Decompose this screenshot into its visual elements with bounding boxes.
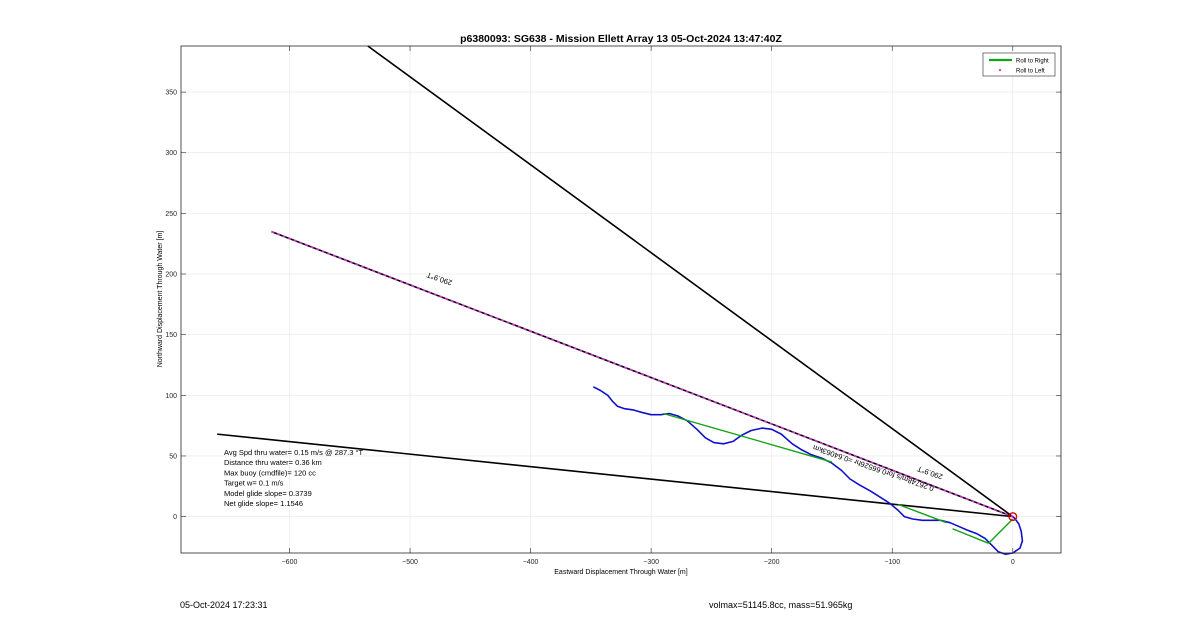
y-tick-label: 100 (165, 393, 177, 400)
roll-right-segment (952, 528, 989, 544)
info-text-line: Target w= 0.1 m/s (224, 479, 284, 488)
x-axis-label: Eastward Displacement Through Water [m] (554, 569, 687, 576)
y-tick-label: 50 (169, 453, 177, 460)
x-tick-label: −200 (764, 559, 780, 566)
roll-right-segment (988, 518, 1014, 544)
x-tick-label: 0 (1011, 559, 1015, 566)
x-tick-label: −400 (523, 559, 539, 566)
plot-area-background (181, 46, 1061, 553)
roll-left-line (271, 230, 1014, 518)
y-tick-label: 0 (173, 514, 177, 521)
legend-swatch-roll-left (998, 68, 1002, 72)
legend-label-roll-right: Roll to Right (1016, 59, 1049, 65)
plot-area-frame (180, 45, 1062, 554)
info-text-block: Avg Spd thru water= 0.15 m/s @ 287.3 °TD… (224, 448, 364, 508)
info-text-line: Avg Spd thru water= 0.15 m/s @ 287.3 °T (224, 448, 364, 457)
footer-volmax-mass: volmax=51145.8cc, mass=51.965kg (709, 600, 853, 610)
tick-labels: −600 −500 −400 −300 −200 −100 0 0 50 100 150 200 250… (165, 46, 1061, 566)
x-tick-label: −300 (643, 559, 659, 566)
info-text-line: Model glide slope= 0.3739 (224, 489, 312, 498)
glider-track (592, 386, 1024, 556)
info-text-line: Distance thru water= 0.36 km (224, 458, 322, 467)
x-tick-label: −100 (884, 559, 900, 566)
y-tick-label: 200 (165, 272, 177, 279)
info-text-line: Net glide slope= 1.1546 (224, 499, 303, 508)
roll-right-segment (662, 412, 833, 463)
y-tick-label: 350 (165, 90, 177, 97)
roll-right-segment (898, 503, 947, 524)
heading-line (217, 433, 1013, 518)
x-tick-label: −600 (282, 559, 298, 566)
chart-title: p6380093: SG638 - Mission Ellett Array 1… (460, 33, 782, 45)
info-text-line: Max buoy (cmdfile)= 120 cc (224, 468, 316, 477)
legend-label-roll-left: Roll to Left (1016, 69, 1045, 75)
series-layer (217, 45, 1024, 556)
y-axis-label: Northward Displacement Through Water [m] (157, 231, 164, 368)
current-position-marker (1008, 512, 1018, 522)
y-tick-label: 150 (165, 332, 177, 339)
footer-timestamp: 05-Oct-2024 17:23:31 (180, 600, 268, 610)
x-tick-label: −500 (402, 559, 418, 566)
grid (181, 46, 1061, 553)
heading-line (367, 45, 1014, 518)
y-tick-label: 250 (165, 211, 177, 218)
legend: Roll to Right Roll to Left (982, 52, 1056, 77)
y-tick-label: 300 (165, 150, 177, 157)
